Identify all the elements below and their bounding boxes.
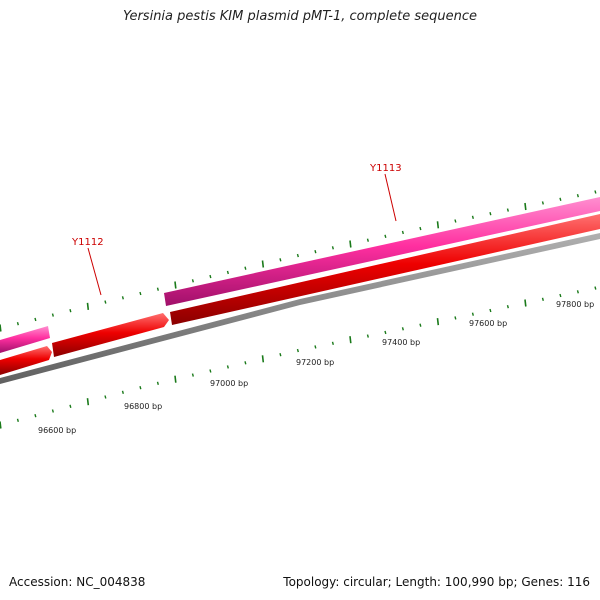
bp-label-97400: 97400 bp <box>382 338 420 347</box>
inner-tick <box>454 316 457 320</box>
inner-tick <box>174 375 177 383</box>
outer-tick <box>401 230 404 235</box>
outer-tick <box>191 279 194 283</box>
inner-tick <box>104 395 107 399</box>
outer-tick <box>559 197 562 201</box>
inner-tick <box>69 404 72 408</box>
bp-label-97600: 97600 bp <box>469 319 507 328</box>
y1113-leader-line <box>384 173 397 222</box>
outer-tick <box>86 302 90 310</box>
inner-tick <box>576 290 579 294</box>
outer-tick <box>279 258 282 262</box>
outer-tick <box>524 202 527 211</box>
outer-tick <box>69 309 72 313</box>
outer-tick <box>174 281 177 289</box>
outer-tick <box>0 324 2 332</box>
bp-label-97000: 97000 bp <box>210 379 248 388</box>
inner-tick <box>139 386 142 390</box>
inner-tick <box>541 297 544 301</box>
outer-tick <box>594 190 597 194</box>
outer-tick <box>209 274 212 279</box>
inner-tick <box>366 334 369 338</box>
outer-tick <box>314 250 317 254</box>
outer-tick <box>121 296 124 300</box>
inner-tick <box>594 286 597 290</box>
inner-tick <box>279 353 282 357</box>
inner-tick <box>34 414 37 418</box>
outer-tick <box>506 208 509 212</box>
bp-label-97200: 97200 bp <box>296 358 334 367</box>
outer-tick <box>349 240 352 248</box>
inner-tick <box>384 330 387 335</box>
inner-tick <box>51 409 54 413</box>
outer-tick <box>226 270 229 275</box>
forward-feature-y1113[interactable] <box>164 197 600 306</box>
inner-tick <box>314 345 317 349</box>
outer-tick <box>471 215 474 219</box>
bp-label-97800: 97800 bp <box>556 300 594 309</box>
outer-tick <box>16 322 19 326</box>
bp-label-96600: 96600 bp <box>38 426 76 435</box>
outer-tick <box>436 221 440 229</box>
inner-tick <box>506 305 509 309</box>
outer-tick <box>489 212 492 216</box>
inner-tick <box>16 418 19 422</box>
outer-tick <box>104 300 107 304</box>
outer-tick <box>366 238 369 242</box>
inner-tick <box>489 308 492 313</box>
inner-tick <box>86 398 90 406</box>
inner-tick <box>0 421 2 429</box>
inner-tick <box>244 361 247 365</box>
inner-tick <box>401 327 404 331</box>
inner-tick <box>261 355 265 363</box>
outer-tick <box>384 234 387 238</box>
outer-tick <box>454 219 457 223</box>
outer-tick <box>156 287 159 291</box>
gene-label-y1112[interactable]: Y1112 <box>71 237 104 248</box>
inner-tick-row <box>0 286 597 429</box>
inner-tick <box>156 381 159 385</box>
inner-tick <box>524 299 527 307</box>
inner-tick <box>559 293 562 298</box>
forward-feature-left[interactable] <box>0 326 50 353</box>
bp-label-96800: 96800 bp <box>124 402 162 411</box>
inner-tick <box>349 336 352 344</box>
inner-tick <box>419 323 422 327</box>
outer-tick <box>296 253 299 258</box>
outer-tick <box>261 260 265 268</box>
reverse-feature-left[interactable] <box>0 346 52 375</box>
inner-tick <box>436 318 440 326</box>
topology-info-text: Topology: circular; Length: 100,990 bp; … <box>283 575 590 589</box>
accession-text: Accession: NC_004838 <box>9 575 146 589</box>
map-title: Yersinia pestis KIM plasmid pMT-1, compl… <box>122 9 478 24</box>
inner-tick <box>296 348 299 353</box>
reverse-feature-right[interactable] <box>170 214 600 325</box>
inner-tick <box>226 365 229 369</box>
outer-tick <box>331 246 334 250</box>
inner-tick <box>209 369 212 373</box>
outer-tick <box>244 266 247 270</box>
outer-tick <box>576 194 579 198</box>
gene-label-y1113[interactable]: Y1113 <box>369 163 402 174</box>
outer-tick <box>419 226 422 231</box>
inner-tick <box>121 390 124 394</box>
sequence-backbone <box>0 233 600 384</box>
outer-tick <box>51 313 54 317</box>
outer-tick-row <box>0 190 597 332</box>
outer-tick <box>541 201 544 205</box>
outer-tick <box>34 317 37 322</box>
inner-tick <box>191 373 194 377</box>
reverse-feature-y1112[interactable] <box>52 313 169 357</box>
inner-tick <box>471 312 474 316</box>
outer-tick <box>139 291 142 296</box>
y1112-leader-line <box>87 247 102 296</box>
inner-tick <box>331 341 334 345</box>
